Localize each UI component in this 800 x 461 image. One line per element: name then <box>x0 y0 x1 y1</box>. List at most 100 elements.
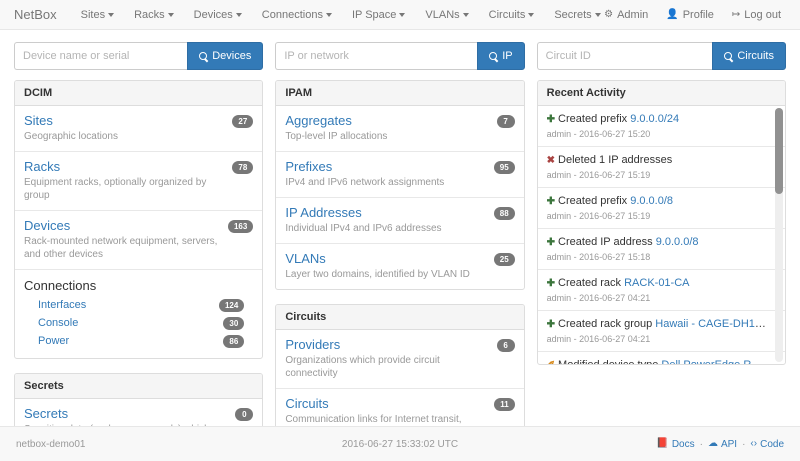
footer-separator: · <box>699 438 703 450</box>
column-ipam: IPAM Aggregates 7 Top-level IP allocatio… <box>275 80 525 461</box>
activity-line: ✚ Created IP address 9.0.0.0/8 <box>547 235 767 250</box>
stat-row-vlans[interactable]: VLANs 25 Layer two domains, identified b… <box>276 244 523 289</box>
stat-row-ip-addresses[interactable]: IP Addresses 88 Individual IPv4 and IPv6… <box>276 198 524 244</box>
nav-item-label: VLANs <box>425 8 460 21</box>
activity-item[interactable]: ✚ Created rack group Hawaii - CAGE-DH1-01… <box>537 311 785 352</box>
badge-console: 30 <box>223 317 245 330</box>
circuit-search-input[interactable] <box>536 42 713 70</box>
nav-item-label: Circuits <box>488 8 526 21</box>
cross-icon: ✖ <box>546 155 556 166</box>
code-link[interactable]: ‹› Code <box>750 439 784 450</box>
activity-scrollbar-thumb[interactable] <box>774 108 783 194</box>
nav-item-label: Secrets <box>554 8 592 21</box>
link-ip-addresses[interactable]: IP Addresses <box>285 205 362 220</box>
plus-icon: ✚ <box>546 196 556 207</box>
activity-object-link[interactable]: 9.0.0.0/8 <box>655 236 699 248</box>
desc-providers: Organizations which provide circuit conn… <box>285 355 440 379</box>
link-vlans[interactable]: VLANs <box>285 251 326 266</box>
activity-text: Created rack group <box>558 318 653 330</box>
stat-row-racks[interactable]: Racks 78 Equipment racks, optionally org… <box>15 152 263 211</box>
chevron-down-icon <box>462 12 469 17</box>
nav-item-vlans[interactable]: VLANs <box>415 0 478 30</box>
activity-object-link[interactable]: 9.0.0.0/24 <box>630 113 680 125</box>
plus-icon: ✚ <box>546 237 556 248</box>
activity-line: ✚ Created rack RACK-01-CA <box>547 276 767 291</box>
logout-link[interactable]: ↦ Log out <box>723 0 790 30</box>
api-link[interactable]: ☁ API <box>708 439 737 450</box>
activity-text: Created IP address <box>558 236 653 248</box>
stat-row-prefixes[interactable]: Prefixes 95 IPv4 and IPv6 network assign… <box>276 152 524 198</box>
desc-vlans: Layer two domains, identified by VLAN ID <box>285 269 470 280</box>
connections-block: Connections Interfaces 124 Console 30 Po… <box>15 270 262 358</box>
device-search-button[interactable]: Devices <box>187 42 264 70</box>
link-sites[interactable]: Sites <box>24 113 53 128</box>
stat-row-aggregates[interactable]: Aggregates 7 Top-level IP allocations <box>276 106 524 152</box>
circuit-search-button[interactable]: Circuits <box>712 42 786 70</box>
nav-item-secrets[interactable]: Secrets <box>544 0 610 30</box>
connection-item-console[interactable]: Console 30 <box>24 314 253 332</box>
connection-item-power[interactable]: Power 86 <box>24 332 253 350</box>
desc-sites: Geographic locations <box>24 131 118 142</box>
device-search-button-label: Devices <box>212 50 252 62</box>
panel-recent-activity: Recent Activity ✚ Created prefix 9.0.0.0/… <box>536 80 786 365</box>
link-interfaces[interactable]: Interfaces <box>38 299 87 311</box>
activity-item[interactable]: ✖ Deleted 1 IP addresses admin - 2016-06-… <box>537 147 785 188</box>
panel-circuits-title: Circuits <box>276 305 524 330</box>
code-label: Code <box>760 438 784 450</box>
stat-row-sites[interactable]: Sites 27 Geographic locations <box>15 106 263 152</box>
link-providers[interactable]: Providers <box>285 337 341 352</box>
docs-link[interactable]: 📕 Docs <box>656 439 694 450</box>
brand-logo[interactable]: NetBox <box>14 7 57 22</box>
plus-icon: ✚ <box>546 319 556 330</box>
nav-item-circuits[interactable]: Circuits <box>479 0 545 30</box>
nav-item-label: Connections <box>261 8 323 21</box>
device-search-input[interactable] <box>14 42 188 70</box>
stat-row-devices[interactable]: Devices 163 Rack-mounted network equipme… <box>15 211 263 270</box>
user-icon: 👤 <box>666 9 679 20</box>
link-console[interactable]: Console <box>38 317 79 329</box>
badge-ip-addresses: 88 <box>493 207 515 220</box>
activity-item[interactable]: ✐Modified device type Dell PowerEdge R63… <box>538 352 785 364</box>
link-power[interactable]: Power <box>38 335 70 347</box>
stat-row-providers[interactable]: Providers 6 Organizations which provide … <box>276 330 524 389</box>
activity-object-link[interactable]: Dell PowerEdge R630 <box>661 359 767 364</box>
link-circuits[interactable]: Circuits <box>285 396 329 411</box>
footer-timestamp: 2016-06-27 15:33:02 UTC <box>341 438 459 450</box>
nav-right-group: ⚙ Admin 👤 Profile ↦ Log out <box>595 0 790 30</box>
profile-link[interactable]: 👤 Profile <box>657 0 723 30</box>
admin-link[interactable]: ⚙ Admin <box>595 0 657 30</box>
dashboard-columns: DCIM Sites 27 Geographic locations Racks… <box>0 80 800 461</box>
link-aggregates[interactable]: Aggregates <box>285 113 352 128</box>
activity-scrollbar[interactable] <box>774 108 783 362</box>
badge-circuits: 11 <box>494 398 515 411</box>
activity-item[interactable]: ✚ Created prefix 9.0.0.0/24 admin - 2016-… <box>537 106 785 147</box>
panel-circuits: Circuits Providers 6 Organizations which… <box>275 304 525 448</box>
activity-object-link[interactable]: Hawaii - CAGE-DH1-01 <box>655 318 767 330</box>
nav-item-connections[interactable]: Connections <box>252 0 342 30</box>
badge-devices: 163 <box>227 220 254 233</box>
activity-item[interactable]: ✚ Created prefix 9.0.0.0/8 admin - 2016-0… <box>537 188 785 229</box>
activity-object-link[interactable]: 9.0.0.0/8 <box>630 195 674 207</box>
desc-racks: Equipment racks, optionally organized by… <box>24 177 207 201</box>
nav-item-sites[interactable]: Sites <box>71 0 124 30</box>
footer-links: 📕 Docs · ☁ API · ‹› Code <box>458 439 784 450</box>
link-secrets[interactable]: Secrets <box>24 406 69 421</box>
nav-item-ip-space[interactable]: IP Space <box>342 0 415 30</box>
activity-item[interactable]: ✚ Created rack RACK-01-CA admin - 2016-06… <box>537 270 785 311</box>
nav-item-devices[interactable]: Devices <box>184 0 252 30</box>
activity-object-link[interactable]: RACK-01-CA <box>624 277 690 289</box>
plus-icon: ✚ <box>546 114 556 125</box>
ip-search-button[interactable]: IP <box>477 42 525 70</box>
activity-item[interactable]: ✚ Created IP address 9.0.0.0/8 admin - 20… <box>537 229 785 270</box>
link-devices[interactable]: Devices <box>24 218 71 233</box>
activity-list[interactable]: ✚ Created prefix 9.0.0.0/24 admin - 2016-… <box>537 106 785 364</box>
badge-interfaces: 124 <box>218 299 245 312</box>
link-racks[interactable]: Racks <box>24 159 61 174</box>
ip-search-input[interactable] <box>275 42 478 70</box>
device-search-group: Devices <box>14 42 264 70</box>
circuit-search-button-label: Circuits <box>737 50 774 62</box>
chevron-down-icon <box>399 12 406 17</box>
link-prefixes[interactable]: Prefixes <box>285 159 333 174</box>
connection-item-interfaces[interactable]: Interfaces 124 <box>24 296 253 314</box>
nav-item-racks[interactable]: Racks <box>124 0 184 30</box>
